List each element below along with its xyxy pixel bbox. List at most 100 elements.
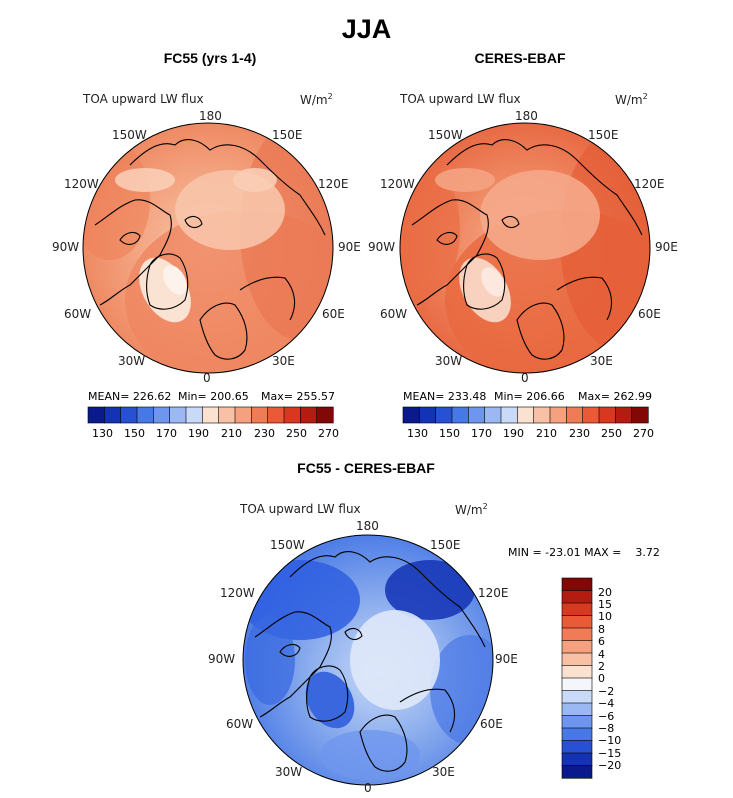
lon-30e-model: 30E — [272, 354, 295, 368]
map-boundary-model — [82, 122, 334, 374]
colorbar-swatch — [561, 627, 593, 642]
lon-60w-obs: 60W — [380, 307, 408, 321]
lon-120e-diff: 120E — [478, 586, 509, 600]
colorbar-ticks-diff: 20 15 10 8 6 4 2 0 −2 −4 −6 −8 −10 −15 −… — [598, 578, 638, 778]
lon-0-obs: 0 — [521, 371, 529, 385]
colorbar-swatch — [561, 715, 593, 729]
colorbar-swatch — [561, 752, 593, 767]
cb-tick: −4 — [598, 697, 615, 710]
stat-max-model: Max= 255.57 — [261, 390, 335, 403]
colorbar-swatch — [631, 406, 649, 424]
cb-tick: −2 — [598, 685, 615, 698]
units-diff: W/m2 — [455, 502, 488, 517]
figure-title: JJA — [341, 14, 392, 44]
cb-tick: 270 — [633, 427, 654, 440]
lon-120e-obs: 120E — [634, 177, 665, 191]
cb-tick: 4 — [598, 648, 605, 661]
stat-range-diff: MIN = -23.01 MAX = 3.72 — [508, 546, 660, 559]
cb-tick: 210 — [536, 427, 557, 440]
colorbar-swatch — [561, 590, 593, 604]
lon-150w-obs: 150W — [428, 128, 463, 142]
cb-tick: 230 — [569, 427, 590, 440]
units-obs: W/m2 — [615, 92, 648, 107]
lon-30e-diff: 30E — [432, 765, 455, 779]
cb-tick: 150 — [124, 427, 145, 440]
map-boundary-obs — [399, 122, 651, 374]
colorbar-swatch — [561, 702, 593, 717]
colorbar-swatch — [561, 740, 593, 754]
colorbar-diff — [561, 577, 593, 779]
cb-tick: 20 — [598, 586, 612, 599]
colorbar-swatch — [561, 652, 593, 667]
lon-90e-obs: 90E — [655, 240, 678, 254]
cb-tick: 210 — [221, 427, 242, 440]
lon-90w-diff: 90W — [208, 652, 236, 666]
lon-90e-model: 90E — [338, 240, 361, 254]
lon-180-diff: 180 — [356, 519, 379, 533]
variable-label-obs: TOA upward LW flux — [400, 92, 521, 106]
lon-60w-model: 60W — [64, 307, 92, 321]
cb-tick: 270 — [318, 427, 339, 440]
lon-30w-model: 30W — [118, 354, 146, 368]
cb-tick: −8 — [598, 722, 615, 735]
stat-min-obs: Min= 206.66 — [494, 390, 565, 403]
coastlines-model — [94, 139, 326, 360]
cb-tick: 250 — [601, 427, 622, 440]
cb-tick: 150 — [439, 427, 460, 440]
lon-180-obs: 180 — [515, 109, 538, 123]
lon-60w-diff: 60W — [226, 717, 254, 731]
colorbar-swatch — [561, 690, 593, 704]
cb-tick: 2 — [598, 660, 605, 673]
cb-tick: 130 — [92, 427, 113, 440]
flux-field-obs — [400, 123, 650, 373]
colorbar-swatch — [561, 615, 593, 629]
lon-150e-model: 150E — [272, 128, 303, 142]
colorbar-ticks-obs: 130 150 170 190 210 230 250 270 — [403, 427, 654, 441]
colorbar-swatch — [316, 406, 334, 424]
lon-60e-model: 60E — [322, 307, 345, 321]
panel-title-obs: CERES-EBAF — [474, 50, 566, 66]
lon-90w-model: 90W — [52, 240, 80, 254]
cb-tick: 130 — [407, 427, 428, 440]
cb-tick: −15 — [598, 747, 622, 760]
colorbar-obs — [402, 406, 649, 424]
cb-tick: 0 — [598, 672, 605, 685]
colorbar-model — [87, 406, 334, 424]
lon-180-model: 180 — [199, 109, 222, 123]
lon-0-diff: 0 — [364, 781, 372, 795]
lon-60e-diff: 60E — [480, 717, 503, 731]
colorbar-swatch — [561, 765, 593, 779]
lon-150w-diff: 150W — [270, 538, 305, 552]
cb-tick: 15 — [598, 598, 612, 611]
colorbar-ticks-model: 130 150 170 190 210 230 250 270 — [88, 427, 339, 441]
panel-title-model: FC55 (yrs 1-4) — [163, 50, 257, 66]
panel-title-diff: FC55 - CERES-EBAF — [297, 460, 435, 476]
lon-120w-obs: 120W — [380, 177, 415, 191]
colorbar-swatch — [561, 665, 593, 679]
lon-30e-obs: 30E — [590, 354, 613, 368]
colorbar-swatch — [561, 677, 593, 692]
lon-90e-diff: 90E — [495, 652, 518, 666]
cb-tick: 170 — [471, 427, 492, 440]
cb-tick: 8 — [598, 623, 605, 636]
stat-mean-model: MEAN= 226.62 — [88, 390, 172, 403]
cb-tick: −20 — [598, 759, 622, 772]
map-boundary-diff — [242, 534, 494, 786]
diff-field — [243, 535, 493, 785]
stat-mean-obs: MEAN= 233.48 — [403, 390, 487, 403]
lon-120w-diff: 120W — [220, 586, 255, 600]
lon-150e-diff: 150E — [430, 538, 461, 552]
lon-30w-obs: 30W — [435, 354, 463, 368]
cb-tick: 190 — [188, 427, 209, 440]
lon-150e-obs: 150E — [588, 128, 619, 142]
lon-60e-obs: 60E — [638, 307, 661, 321]
colorbar-swatch — [561, 727, 593, 742]
lon-30w-diff: 30W — [275, 765, 303, 779]
cb-tick: 190 — [503, 427, 524, 440]
variable-label-diff: TOA upward LW flux — [240, 502, 361, 516]
lon-150w-model: 150W — [112, 128, 147, 142]
lon-120w-model: 120W — [64, 177, 99, 191]
